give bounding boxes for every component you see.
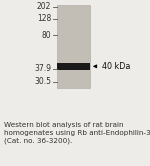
Text: 30.5: 30.5 (34, 77, 51, 86)
Text: 37.9: 37.9 (34, 64, 51, 73)
Text: 128: 128 (37, 14, 51, 23)
Text: Western blot analysis of rat brain
homogenates using Rb anti-Endophilin-3
(Cat. : Western blot analysis of rat brain homog… (4, 122, 150, 144)
Text: 202: 202 (37, 2, 51, 11)
Bar (57, 63, 90, 70)
Text: 40 kDa: 40 kDa (94, 62, 130, 71)
Text: 80: 80 (41, 31, 51, 40)
Bar (57, 5, 90, 88)
